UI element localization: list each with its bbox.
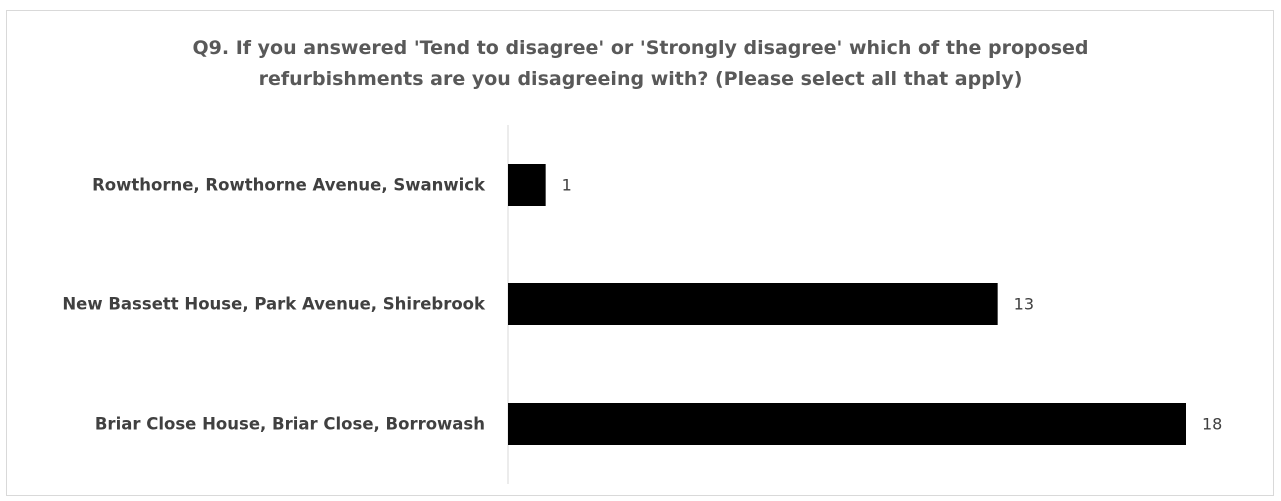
bars-group: Rowthorne, Rowthorne Avenue, Swanwick 1 Ne… bbox=[62, 164, 1222, 445]
bar bbox=[508, 403, 1186, 445]
category-label: Rowthorne, Rowthorne Avenue, Swanwick bbox=[92, 176, 486, 195]
chart-title: Q9. If you answered 'Tend to disagree' o… bbox=[0, 33, 1281, 95]
data-label: 13 bbox=[1014, 295, 1034, 314]
chart-title-line-2: refurbishments are you disagreeing with?… bbox=[258, 68, 1023, 90]
bar bbox=[508, 283, 998, 325]
bar bbox=[508, 164, 546, 206]
data-label: 1 bbox=[562, 176, 572, 195]
data-label: 18 bbox=[1202, 415, 1222, 434]
category-label: New Bassett House, Park Avenue, Shirebro… bbox=[62, 295, 486, 314]
category-label: Briar Close House, Briar Close, Borrowas… bbox=[95, 415, 485, 434]
chart-title-line-1: Q9. If you answered 'Tend to disagree' o… bbox=[192, 37, 1089, 59]
